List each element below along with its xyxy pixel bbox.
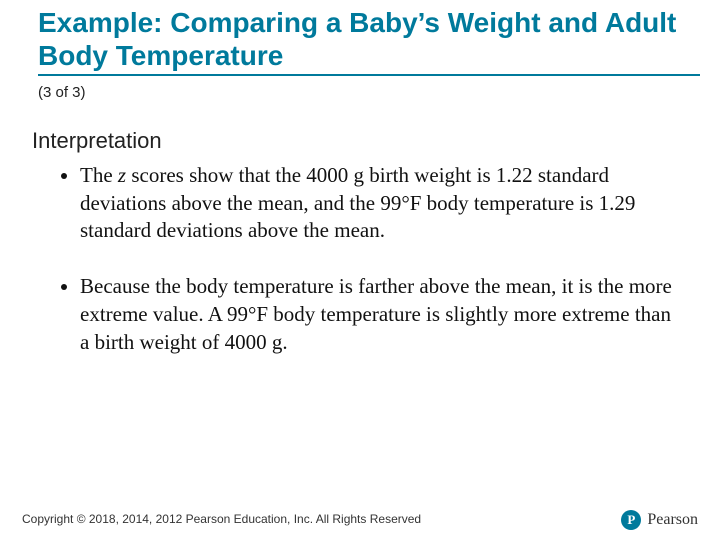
section-heading: Interpretation: [32, 128, 162, 154]
bullet-text-post: scores show that the 4000 g birth weight…: [80, 163, 635, 242]
bullet-list: The z scores show that the 4000 g birth …: [58, 162, 680, 384]
publisher-logo: P Pearson: [621, 510, 698, 530]
list-item: Because the body temperature is farther …: [80, 273, 680, 356]
logo-mark-icon: P: [621, 510, 641, 530]
copyright-footer: Copyright © 2018, 2014, 2012 Pearson Edu…: [22, 512, 421, 526]
logo-text: Pearson: [647, 511, 698, 529]
bullet-text-post: Because the body temperature is farther …: [80, 274, 672, 353]
list-item: The z scores show that the 4000 g birth …: [80, 162, 680, 245]
slide: Example: Comparing a Baby’s Weight and A…: [0, 0, 720, 540]
bullet-text-em: z: [118, 163, 126, 187]
slide-subline: (3 of 3): [38, 84, 86, 101]
bullet-text-pre: The: [80, 163, 118, 187]
slide-title: Example: Comparing a Baby’s Weight and A…: [38, 6, 700, 76]
